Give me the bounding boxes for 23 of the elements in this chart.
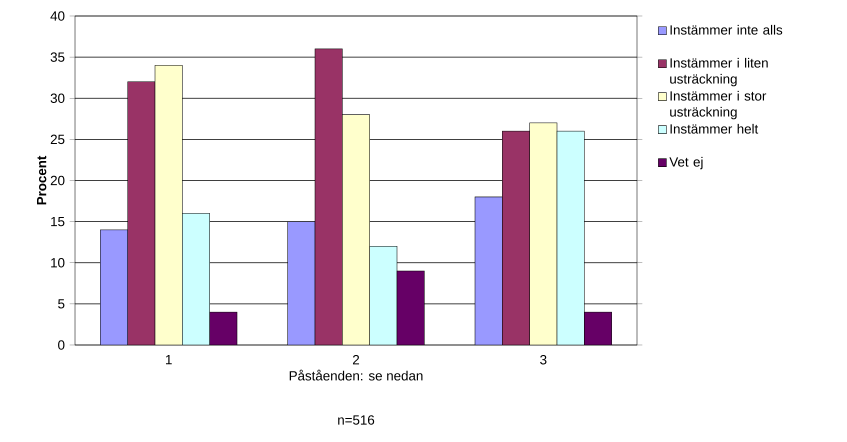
y-tick-label: 40 [50,11,64,21]
y-tick-label: 15 [51,216,64,226]
bar [100,230,128,345]
legend-label: Instämmer helt [670,124,758,134]
legend-label: Instämmer i liten usträckning [670,58,768,86]
y-tick-label: 10 [51,258,64,268]
y-tick-label: 0 [58,340,64,350]
x-tick-label: 3 [540,355,546,364]
y-tick-label: 30 [50,94,64,103]
legend-label: Instämmer inte alls [670,24,782,35]
text: n=516 [338,415,374,425]
legend-label: Instämmer i stor usträckning [670,90,766,120]
y-tick-label: 20 [50,176,64,186]
y-tick-label: 5 [58,299,64,309]
x-axis-title: Påståenden: se nedan [290,370,422,380]
bar [474,196,503,345]
y-axis-title: Procent [37,156,46,204]
x-tick-label: 1 [166,355,172,364]
x-tick-label: 2 [352,355,360,364]
y-tick-label: 35 [50,52,64,62]
bar [287,221,316,345]
legend-label: Vet ej [669,156,703,170]
y-tick-label: 25 [50,134,64,144]
